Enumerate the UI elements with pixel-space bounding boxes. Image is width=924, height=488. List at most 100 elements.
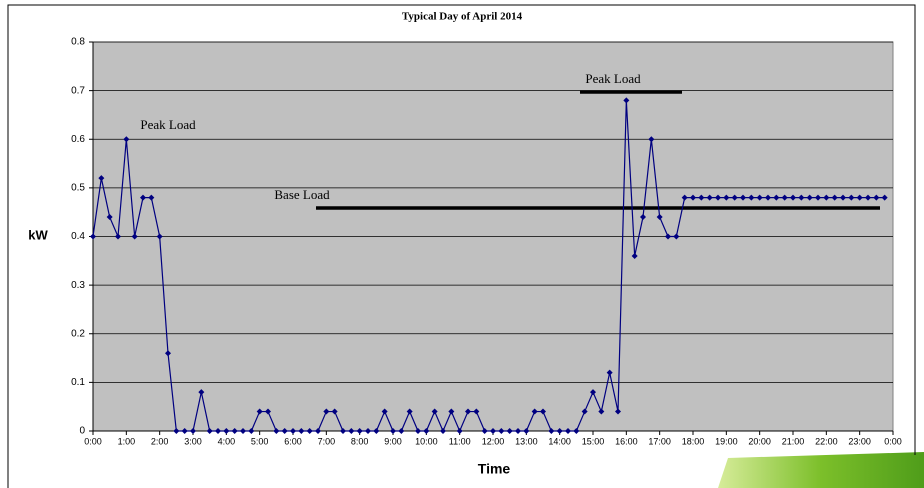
data-point — [865, 194, 871, 201]
data-point — [640, 214, 646, 221]
data-point — [356, 428, 363, 434]
data-point — [673, 233, 680, 240]
x-tick-label: 15:00 — [582, 436, 605, 446]
data-point — [706, 194, 713, 201]
x-tick-label: 10:00 — [415, 436, 438, 446]
y-tick-label: 0.6 — [71, 134, 85, 145]
x-tick-label: 18:00 — [682, 436, 705, 446]
data-point — [248, 428, 255, 434]
data-point — [873, 194, 880, 201]
x-tick-label: 1:00 — [118, 436, 136, 446]
x-tick-label: 9:00 — [384, 436, 402, 446]
data-point — [773, 194, 780, 201]
data-point — [498, 428, 505, 434]
data-point — [840, 194, 846, 201]
data-point — [373, 428, 380, 434]
data-point — [781, 194, 788, 201]
annotation: Peak Load — [585, 71, 641, 86]
data-point — [190, 428, 196, 434]
data-point — [298, 428, 305, 434]
data-point — [206, 428, 213, 434]
data-point — [115, 233, 121, 240]
data-point — [615, 408, 621, 415]
x-tick-label: 5:00 — [251, 436, 269, 446]
x-tick-label: 22:00 — [815, 436, 838, 446]
data-point — [540, 408, 546, 415]
data-point — [531, 408, 538, 415]
data-point — [715, 194, 721, 201]
x-tick-label: 3:00 — [184, 436, 202, 446]
data-point — [165, 350, 171, 357]
data-point — [731, 194, 738, 201]
data-point — [665, 233, 671, 240]
data-point — [140, 194, 146, 201]
data-point — [265, 408, 271, 415]
x-tick-label: 7:00 — [318, 436, 336, 446]
x-tick-label: 0:00 — [884, 436, 902, 446]
data-point — [440, 428, 446, 434]
data-point — [240, 428, 246, 434]
data-point — [723, 194, 730, 201]
x-tick-label: 12:00 — [482, 436, 505, 446]
data-point — [306, 428, 313, 434]
y-tick-label: 0.2 — [71, 328, 85, 339]
data-point — [548, 428, 555, 434]
data-point — [423, 428, 430, 434]
x-tick-label: 13:00 — [515, 436, 538, 446]
x-tick-label: 14:00 — [548, 436, 571, 446]
x-tick-label: 19:00 — [715, 436, 738, 446]
data-point — [748, 194, 755, 201]
y-tick-label: 0.8 — [71, 37, 85, 48]
data-point — [656, 214, 663, 221]
x-tick-label: 23:00 — [848, 436, 871, 446]
annotation: Peak Load — [140, 117, 196, 132]
data-point — [490, 428, 496, 434]
y-tick-label: 0.5 — [71, 183, 85, 194]
data-point — [331, 408, 338, 415]
data-point — [215, 428, 221, 434]
data-point — [623, 97, 630, 104]
data-point — [831, 194, 838, 201]
data-point — [806, 194, 813, 201]
data-point — [798, 194, 805, 201]
data-point — [340, 428, 346, 434]
data-point — [573, 428, 580, 434]
y-tick-label: 0.1 — [71, 377, 85, 388]
data-point — [398, 428, 405, 434]
data-point — [740, 194, 746, 201]
data-point — [473, 408, 480, 415]
data-point — [790, 194, 796, 201]
x-tick-label: 8:00 — [351, 436, 369, 446]
data-point — [556, 428, 563, 434]
annotation: Base Load — [274, 187, 330, 202]
data-point — [315, 428, 321, 434]
data-point — [606, 369, 613, 376]
y-tick-label: 0 — [79, 426, 85, 437]
data-point — [290, 428, 296, 434]
x-tick-label: 16:00 — [615, 436, 638, 446]
data-point — [598, 408, 605, 415]
data-point — [481, 428, 488, 434]
x-tick-label: 6:00 — [284, 436, 302, 446]
data-point — [856, 194, 863, 201]
data-point — [465, 408, 471, 415]
data-point — [523, 428, 530, 434]
data-point — [231, 428, 238, 434]
data-point — [506, 428, 513, 434]
data-point — [198, 389, 205, 396]
data-point — [281, 428, 288, 434]
y-tick-label: 0.3 — [71, 280, 85, 291]
y-axis-label: kW — [28, 227, 48, 242]
data-point — [156, 233, 163, 240]
data-point — [365, 428, 371, 434]
chart-border — [7, 4, 916, 488]
data-point — [581, 408, 588, 415]
data-point — [148, 194, 155, 201]
data-point — [881, 194, 888, 201]
data-point — [848, 194, 855, 201]
x-axis-label: Time — [478, 461, 511, 477]
data-point — [273, 428, 280, 434]
data-point — [681, 194, 688, 201]
data-point — [690, 194, 696, 201]
